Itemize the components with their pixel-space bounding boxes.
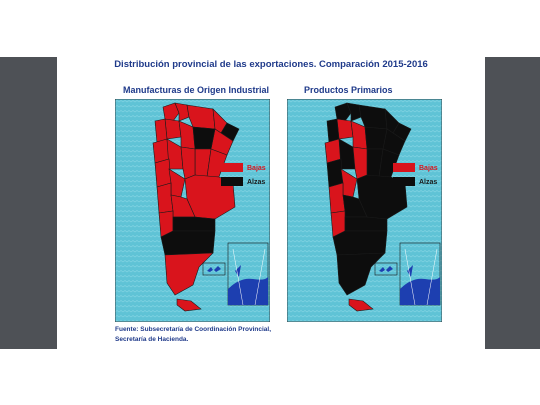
region-tierra-del-fuego xyxy=(176,298,202,312)
map-primarios: Bajas Alzas xyxy=(287,99,442,322)
legend-label-alzas: Alzas xyxy=(247,179,265,186)
malvinas-inset xyxy=(374,262,398,276)
region-west-3 xyxy=(326,158,344,188)
legend-label-alzas: Alzas xyxy=(419,179,437,186)
region-west-3 xyxy=(154,158,172,188)
map-subtitle-moi: Manufacturas de Origen Industrial xyxy=(123,85,270,95)
legend-swatch-alzas xyxy=(393,177,415,186)
left-gray-margin xyxy=(0,57,57,349)
region-mendoza xyxy=(156,182,174,214)
region-mendoza xyxy=(328,182,346,214)
right-gray-margin xyxy=(485,57,540,349)
antarctica-inset xyxy=(399,242,441,306)
slide-title: Distribución provincial de las exportaci… xyxy=(114,59,428,70)
map-moi: Bajas Alzas xyxy=(115,99,270,322)
region-north-center xyxy=(164,118,182,140)
legend-swatch-bajas xyxy=(393,163,415,172)
slide: Distribución provincial de las exportaci… xyxy=(57,57,485,349)
region-rio-negro xyxy=(344,216,388,232)
region-santa-cruz xyxy=(164,252,214,296)
region-nw-2 xyxy=(174,102,190,122)
region-chubut xyxy=(160,230,216,256)
source-line-1: Fuente: Subsecretaría de Coordinación Pr… xyxy=(115,326,272,333)
region-nw-1 xyxy=(334,102,352,122)
source-line-2: Secretaría de Hacienda. xyxy=(115,336,189,343)
region-santa-cruz xyxy=(336,252,386,296)
region-chaco-sur xyxy=(192,126,216,150)
antarctica-inset xyxy=(227,242,269,306)
region-rio-negro xyxy=(172,216,216,232)
region-tierra-del-fuego xyxy=(348,298,374,312)
source-note: Fuente: Subsecretaría de Coordinación Pr… xyxy=(115,325,271,345)
malvinas-inset xyxy=(202,262,226,276)
legend-label-bajas: Bajas xyxy=(419,165,438,172)
legend-label-bajas: Bajas xyxy=(247,165,266,172)
map-subtitle-primarios: Productos Primarios xyxy=(304,85,393,95)
region-chaco-sur xyxy=(364,126,388,150)
region-nw-2 xyxy=(346,102,362,122)
legend-swatch-alzas xyxy=(221,177,243,186)
legend-swatch-bajas xyxy=(221,163,243,172)
region-chubut xyxy=(332,230,388,256)
region-nw-1 xyxy=(162,102,180,122)
region-north-center xyxy=(336,118,354,140)
